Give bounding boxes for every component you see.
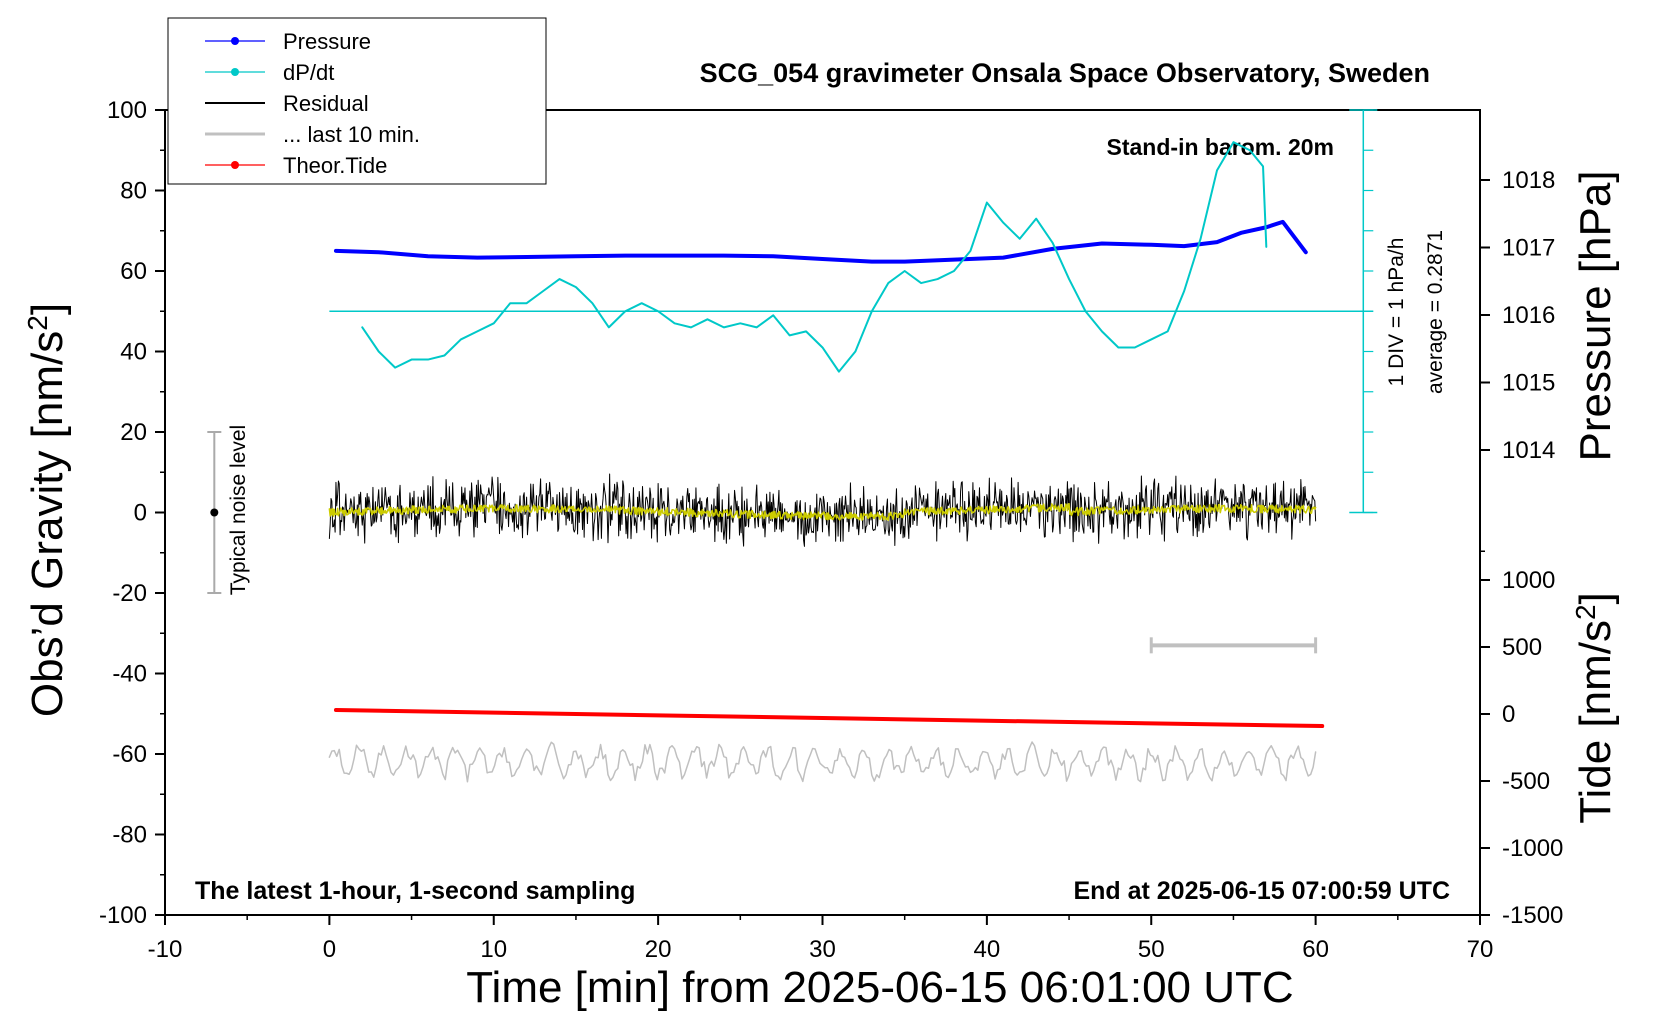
x-tick-label: 30: [809, 936, 836, 963]
annotation-latest: The latest 1-hour, 1-second sampling: [195, 877, 635, 905]
legend-label: Residual: [283, 91, 369, 116]
tide-tick-label: 1000: [1502, 567, 1555, 594]
legend-box: [167, 17, 547, 185]
x-axis-label: Time [min] from 2025-06-15 06:01:00 UTC: [466, 963, 1293, 1012]
y-tick-label: -60: [112, 741, 147, 768]
series-theor-tide: [333, 707, 1325, 729]
x-tick-label: 50: [1138, 936, 1165, 963]
series-dpdt: [361, 141, 1268, 373]
legend-label: Pressure: [283, 29, 371, 54]
pressure-tick-label: 1017: [1502, 235, 1555, 262]
y-tick-label: 100: [107, 97, 147, 124]
tide-tick-label: -1500: [1502, 902, 1563, 929]
x-tick-label: 40: [974, 936, 1001, 963]
legend-label: Theor.Tide: [283, 153, 387, 178]
series-residual-smoothed: [328, 503, 1317, 521]
pressure-tick-label: 1014: [1502, 437, 1555, 464]
chart-marks: -10 0 10 20 30 40 50 60 70100806040200-20-40-60-…: [99, 17, 1563, 963]
annotation-div: 1 DIV = 1 hPa/h: [1385, 238, 1408, 387]
y-tick-label: 0: [134, 500, 147, 527]
x-tick-label: -10: [148, 936, 183, 963]
tide-tick-label: -1000: [1502, 835, 1563, 862]
legend-marker: [231, 161, 239, 169]
y-tick-label: -80: [112, 822, 147, 849]
y-tick-label: -100: [99, 902, 147, 929]
y-axis-label-gravity-close: ]: [23, 303, 72, 315]
x-tick-label: 70: [1467, 936, 1494, 963]
x-tick-label: 0: [323, 936, 336, 963]
pressure-tick-label: 1018: [1502, 167, 1555, 194]
x-tick-label: 20: [645, 936, 672, 963]
chart-title: SCG_054 gravimeter Onsala Space Observat…: [700, 58, 1430, 88]
tide-tick-label: -500: [1502, 768, 1550, 795]
pressure-tick-label: 1016: [1502, 302, 1555, 329]
y-axis-label-tide: Tide [nm/s2]: [1570, 592, 1621, 824]
x-tick-label: 60: [1302, 936, 1329, 963]
annotation-average: average = 0.2871: [1424, 230, 1447, 394]
legend-label: ... last 10 min.: [283, 122, 420, 147]
annotation-end: End at 2025-06-15 07:00:59 UTC: [1073, 877, 1450, 905]
legend-label: dP/dt: [283, 60, 334, 85]
y-axis-label-gravity: Obs’d Gravity [nm/s2]: [22, 303, 73, 717]
legend-marker: [231, 68, 239, 76]
annotation-stand-in: Stand-in barom. 20m: [1107, 134, 1334, 160]
x-tick-label: 10: [480, 936, 507, 963]
annotation-noise: Typical noise level: [227, 425, 250, 595]
y-axis-label-gravity-sup: 2: [22, 315, 53, 331]
noise-bar-point: [210, 508, 219, 517]
pressure-tick-label: 1015: [1502, 370, 1555, 397]
legend-marker: [231, 37, 239, 45]
y-tick-label: 60: [120, 258, 147, 285]
y-tick-label: 20: [120, 419, 147, 446]
y-axis-label-pressure: Pressure [hPa]: [1571, 170, 1620, 461]
y-tick-label: 40: [120, 339, 147, 366]
y-tick-label: -40: [112, 661, 147, 688]
y-tick-label: 80: [120, 178, 147, 205]
y-axis-label-gravity-text: Obs’d Gravity [nm/s: [23, 331, 72, 717]
series-pressure: [333, 219, 1308, 264]
series-residual: [328, 473, 1317, 547]
tide-tick-label: 500: [1502, 634, 1542, 661]
tide-tick-label: 0: [1502, 701, 1515, 728]
y-tick-label: -20: [112, 580, 147, 607]
series-tide-residual: [328, 741, 1317, 783]
